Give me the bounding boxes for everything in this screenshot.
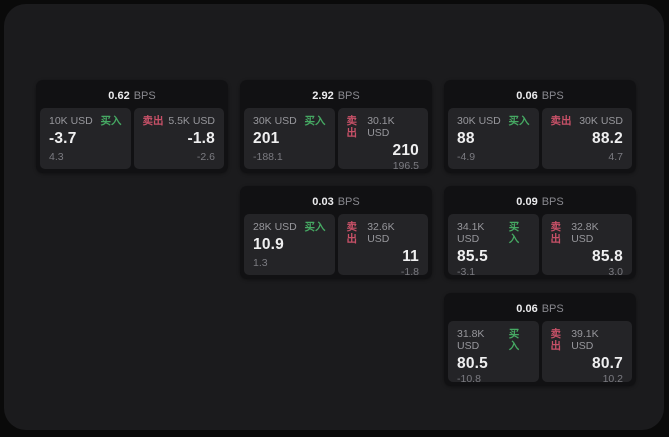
sell-sub-value: -2.6 — [196, 151, 215, 163]
buy-panel[interactable]: 30K USD 买入 201 -188.1 — [244, 108, 335, 169]
quote-card: 0.06 BPS 31.8K USD 买入 80.5 -10.8 卖出 39.1… — [444, 293, 636, 386]
bps-value: 2.92 — [312, 90, 334, 102]
sell-size-label: 39.1K USD — [571, 328, 599, 352]
buy-price: -3.7 — [49, 130, 77, 147]
sell-size-label: 30K USD — [579, 115, 623, 127]
sell-side-label: 卖出 — [346, 221, 358, 245]
buy-price: 85.5 — [457, 248, 488, 265]
bps-unit-label: BPS — [133, 90, 156, 102]
buy-panel[interactable]: 31.8K USD 买入 80.5 -10.8 — [448, 321, 539, 385]
bps-unit-label: BPS — [541, 303, 564, 315]
quote-card: 2.92 BPS 30K USD 买入 201 -188.1 卖出 30.1K … — [240, 80, 432, 173]
bps-unit-label: BPS — [541, 196, 564, 208]
buy-sub-value: 4.3 — [49, 151, 64, 163]
buy-panel[interactable]: 28K USD 买入 10.9 1.3 — [244, 214, 335, 275]
sell-price: 85.8 — [592, 248, 623, 265]
quote-card: 0.06 BPS 30K USD 买入 88 -4.9 卖出 30K USD 8… — [444, 80, 636, 173]
quote-card: 0.09 BPS 34.1K USD 买入 85.5 -3.1 卖出 32.8K… — [444, 186, 636, 279]
bps-unit-label: BPS — [337, 90, 360, 102]
quote-card: 0.62 BPS 10K USD 买入 -3.7 4.3 卖出 5.5K USD… — [36, 80, 228, 173]
sell-side-label: 卖出 — [550, 221, 562, 245]
sell-panel[interactable]: 卖出 32.6K USD 11 -1.8 — [337, 214, 428, 278]
sell-sub-value: 4.7 — [608, 151, 623, 163]
sell-sub-value: 10.2 — [602, 373, 623, 385]
card-header: 0.06 BPS — [448, 84, 632, 108]
sell-price: 80.7 — [592, 355, 623, 372]
buy-panel[interactable]: 10K USD 买入 -3.7 4.3 — [40, 108, 131, 169]
buy-panel[interactable]: 30K USD 买入 88 -4.9 — [448, 108, 539, 169]
sell-price: 11 — [402, 248, 419, 265]
sell-sub-value: -1.8 — [400, 266, 419, 278]
bps-value: 0.62 — [108, 90, 130, 102]
bps-value: 0.09 — [516, 196, 538, 208]
bps-unit-label: BPS — [541, 90, 564, 102]
buy-sub-value: -3.1 — [457, 266, 476, 278]
sell-side-label: 卖出 — [346, 115, 358, 139]
sell-panel[interactable]: 卖出 5.5K USD -1.8 -2.6 — [133, 108, 224, 169]
card-header: 0.62 BPS — [40, 84, 224, 108]
sell-side-label: 卖出 — [550, 328, 562, 352]
sell-panel[interactable]: 卖出 39.1K USD 80.7 10.2 — [541, 321, 632, 385]
card-header: 2.92 BPS — [244, 84, 428, 108]
sell-size-label: 32.8K USD — [571, 221, 599, 245]
sell-side-label: 卖出 — [142, 115, 164, 127]
buy-sub-value: -4.9 — [457, 151, 476, 163]
buy-size-label: 28K USD — [253, 221, 297, 233]
sell-sub-value: 3.0 — [608, 266, 623, 278]
buy-size-label: 10K USD — [49, 115, 93, 127]
buy-side-label: 买入 — [508, 115, 530, 127]
buy-side-label: 买入 — [508, 328, 520, 352]
buy-size-label: 34.1K USD — [457, 221, 485, 245]
sell-panel[interactable]: 卖出 30K USD 88.2 4.7 — [541, 108, 632, 169]
buy-side-label: 买入 — [508, 221, 520, 245]
buy-panel[interactable]: 34.1K USD 买入 85.5 -3.1 — [448, 214, 539, 278]
buy-price: 80.5 — [457, 355, 488, 372]
bps-value: 0.06 — [516, 90, 538, 102]
sell-panel[interactable]: 卖出 30.1K USD 210 196.5 — [337, 108, 428, 172]
sell-price: -1.8 — [187, 130, 215, 147]
sell-panel[interactable]: 卖出 32.8K USD 85.8 3.0 — [541, 214, 632, 278]
sell-price: 88.2 — [592, 130, 623, 147]
sell-size-label: 5.5K USD — [168, 115, 215, 127]
buy-sub-value: -10.8 — [457, 373, 481, 385]
sell-size-label: 32.6K USD — [367, 221, 395, 245]
buy-price: 88 — [457, 130, 475, 147]
buy-size-label: 30K USD — [253, 115, 297, 127]
bps-unit-label: BPS — [337, 196, 360, 208]
sell-side-label: 卖出 — [550, 115, 572, 127]
buy-price: 10.9 — [253, 236, 284, 253]
card-header: 0.03 BPS — [244, 190, 428, 214]
sell-size-label: 30.1K USD — [367, 115, 395, 139]
buy-side-label: 买入 — [304, 221, 326, 233]
bps-value: 0.03 — [312, 196, 334, 208]
quote-card: 0.03 BPS 28K USD 买入 10.9 1.3 卖出 32.6K US… — [240, 186, 432, 279]
buy-size-label: 31.8K USD — [457, 328, 485, 352]
buy-sub-value: -188.1 — [253, 151, 283, 163]
buy-price: 201 — [253, 130, 280, 147]
card-header: 0.09 BPS — [448, 190, 632, 214]
sell-sub-value: 196.5 — [392, 160, 419, 172]
buy-side-label: 买入 — [304, 115, 326, 127]
buy-side-label: 买入 — [100, 115, 122, 127]
sell-price: 210 — [392, 142, 419, 159]
buy-size-label: 30K USD — [457, 115, 501, 127]
bps-value: 0.06 — [516, 303, 538, 315]
buy-sub-value: 1.3 — [253, 257, 268, 269]
card-header: 0.06 BPS — [448, 297, 632, 321]
